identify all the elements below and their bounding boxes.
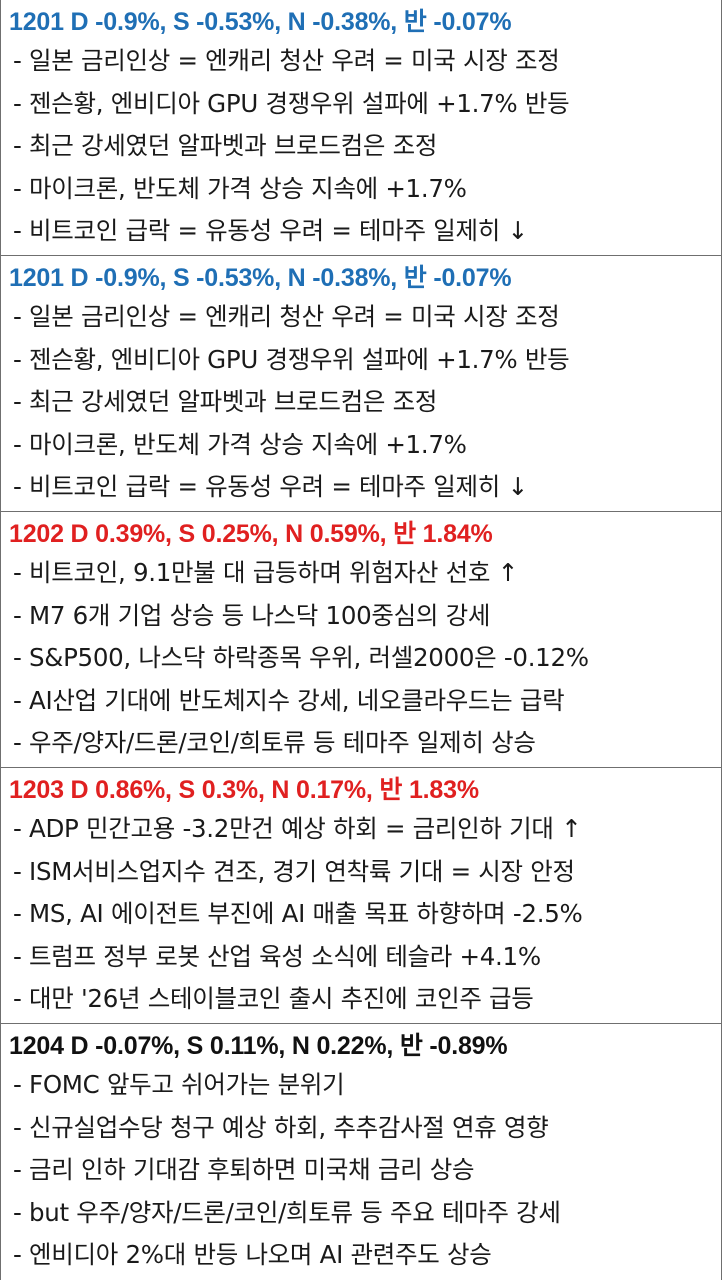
news-bullet-item: - 비트코인 급락 = 유동성 우려 = 테마주 일제히 ↓: [13, 472, 528, 502]
news-bullet-item: - 젠슨황, 엔비디아 GPU 경쟁우위 설파에 +1.7% 반등: [13, 344, 570, 374]
news-bullet-item: - ISM서비스업지수 견조, 경기 연착륙 기대 = 시장 안정: [13, 856, 575, 886]
news-bullet-item: - 트럼프 정부 로봇 산업 육성 소식에 테슬라 +4.1%: [13, 941, 541, 971]
news-bullet-item: - 일본 금리인상 = 엔캐리 청산 우려 = 미국 시장 조정: [13, 46, 560, 75]
news-bullet-item: - M7 6개 기업 상승 등 나스닥 100중심의 강세: [13, 600, 491, 630]
news-bullet-item: - 대만 '26년 스테이블코인 출시 추진에 코인주 급등: [13, 984, 534, 1014]
news-bullet-item: - 우주/양자/드론/코인/희토류 등 테마주 일제히 상승: [13, 728, 536, 758]
daily-index-header: 1201 D -0.9%, S -0.53%, N -0.38%, 반 -0.0…: [9, 8, 512, 36]
news-bullet-item: - but 우주/양자/드론/코인/희토류 등 주요 테마주 강세: [13, 1197, 561, 1227]
news-bullet-item: - 최근 강세였던 알파벳과 브로드컴은 조정: [13, 387, 438, 417]
news-bullet-item: - 엔비디아 2%대 반등 나오며 AI 관련주도 상승: [13, 1240, 492, 1270]
daily-index-header: 1202 D 0.39%, S 0.25%, N 0.59%, 반 1.84%: [9, 520, 493, 548]
daily-index-header: 1201 D -0.9%, S -0.53%, N -0.38%, 반 -0.0…: [9, 264, 512, 292]
news-bullet-item: - AI산업 기대에 반도체지수 강세, 네오클라우드는 급락: [13, 685, 565, 715]
news-bullet-item: - 젠슨황, 엔비디아 GPU 경쟁우위 설파에 +1.7% 반등: [13, 88, 570, 118]
daily-summary-block: 1204 D -0.07%, S 0.11%, N 0.22%, 반 -0.89…: [1, 1024, 721, 1280]
news-bullet-item: - 일본 금리인상 = 엔캐리 청산 우려 = 미국 시장 조정: [13, 302, 560, 331]
news-bullet-item: - FOMC 앞두고 쉬어가는 분위기: [13, 1070, 345, 1099]
daily-summary-block: 1203 D 0.86%, S 0.3%, N 0.17%, 반 1.83% - …: [1, 768, 721, 1024]
news-bullet-item: - 마이크론, 반도체 가격 상승 지속에 +1.7%: [13, 429, 467, 459]
news-bullet-list: - 일본 금리인상 = 엔캐리 청산 우려 = 미국 시장 조정 - 젠슨황, 엔…: [9, 296, 721, 509]
news-bullet-item: - 비트코인, 9.1만불 대 급등하며 위험자산 선호 ↑: [13, 558, 518, 587]
news-bullet-list: - ADP 민간고용 -3.2만건 예상 하회 = 금리인하 기대 ↑ - ISM…: [9, 808, 721, 1021]
news-bullet-list: - 일본 금리인상 = 엔캐리 청산 우려 = 미국 시장 조정 - 젠슨황, 엔…: [9, 40, 721, 253]
daily-summary-block: 1202 D 0.39%, S 0.25%, N 0.59%, 반 1.84% -…: [1, 512, 721, 768]
daily-summary-block: 1201 D -0.9%, S -0.53%, N -0.38%, 반 -0.0…: [1, 0, 721, 256]
news-bullet-item: - MS, AI 에이전트 부진에 AI 매출 목표 하향하며 -2.5%: [13, 899, 583, 929]
news-bullet-item: - 비트코인 급락 = 유동성 우려 = 테마주 일제히 ↓: [13, 216, 528, 246]
daily-summary-block: 1201 D -0.9%, S -0.53%, N -0.38%, 반 -0.0…: [1, 256, 721, 512]
news-bullet-item: - 금리 인하 기대감 후퇴하면 미국채 금리 상승: [13, 1155, 475, 1185]
news-bullet-list: - 비트코인, 9.1만불 대 급등하며 위험자산 선호 ↑ - M7 6개 기업…: [9, 552, 721, 765]
daily-index-header: 1204 D -0.07%, S 0.11%, N 0.22%, 반 -0.89…: [9, 1032, 508, 1060]
news-bullet-item: - ADP 민간고용 -3.2만건 예상 하회 = 금리인하 기대 ↑: [13, 814, 582, 843]
news-bullet-list: - FOMC 앞두고 쉬어가는 분위기 - 신규실업수당 청구 예상 하회, 추추…: [9, 1064, 721, 1277]
daily-index-header: 1203 D 0.86%, S 0.3%, N 0.17%, 반 1.83%: [9, 776, 479, 804]
news-bullet-item: - 신규실업수당 청구 예상 하회, 추추감사절 연휴 영향: [13, 1112, 549, 1142]
news-bullet-item: - 최근 강세였던 알파벳과 브로드컴은 조정: [13, 131, 438, 161]
news-bullet-item: - 마이크론, 반도체 가격 상승 지속에 +1.7%: [13, 173, 467, 203]
news-bullet-item: - S&P500, 나스닥 하락종목 우위, 러셀2000은 -0.12%: [13, 643, 589, 673]
